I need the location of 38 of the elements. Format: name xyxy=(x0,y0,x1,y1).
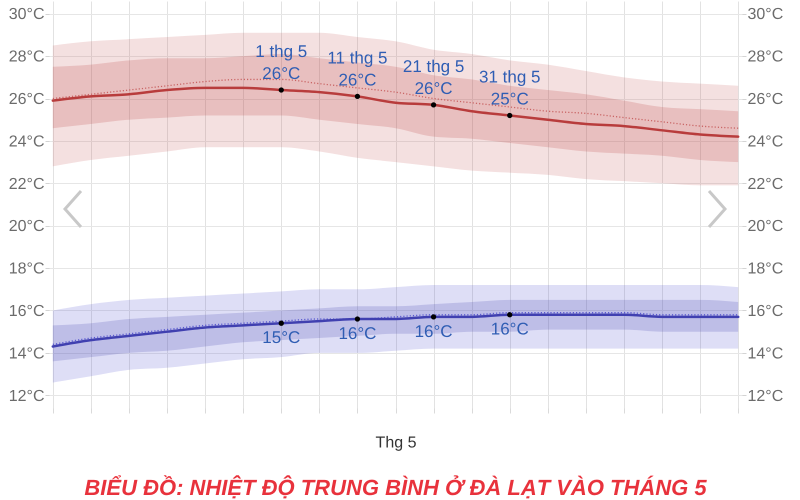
point xyxy=(430,102,436,108)
y2-tick-label: 22°C xyxy=(748,176,784,193)
y2-tick-label: 12°C xyxy=(748,388,784,405)
point xyxy=(354,94,360,100)
y-tick-label: 20°C xyxy=(8,218,44,236)
y-tick-label: 22°C xyxy=(8,176,44,193)
y-tick-label: 24°C xyxy=(8,133,44,150)
data-label: 31 thg 5 25°C xyxy=(479,67,540,108)
y2-tick-label: 16°C xyxy=(748,302,784,320)
data-label: 16°C xyxy=(338,324,376,343)
y-tick-label: 16°C xyxy=(8,302,44,320)
y2-tick-label: 26°C xyxy=(748,91,784,108)
point xyxy=(354,316,360,322)
point xyxy=(278,320,284,326)
y-tick-label: 28°C xyxy=(8,48,44,66)
data-label: 1 thg 5 26°C xyxy=(255,42,308,84)
y2-tick-label: 20°C xyxy=(748,218,784,236)
y2-tick-label: 30°C xyxy=(748,6,784,24)
text: BIỂU ĐỒ: NHIỆT ĐỘ TRUNG BÌNH Ở ĐÀ LẠT VÀO THÁNG 5 xyxy=(84,475,708,500)
y-tick-label: 18°C xyxy=(8,260,44,278)
y-tick-label: 14°C xyxy=(8,345,44,362)
data-label: 15°C xyxy=(262,328,300,348)
y-tick-label: 30°C xyxy=(8,6,44,24)
y-tick-label: 26°C xyxy=(8,91,44,108)
point xyxy=(278,87,284,93)
y2-tick-label: 24°C xyxy=(748,133,784,150)
y2-tick-label: 28°C xyxy=(748,48,784,66)
y-tick-label: 12°C xyxy=(8,388,44,405)
y2-tick-label: 14°C xyxy=(748,345,784,362)
data-label: 16°C xyxy=(490,320,529,339)
point xyxy=(507,112,512,118)
data-label: 21 thg 5 26°C xyxy=(402,56,464,98)
x-axis-title: Thg 5 xyxy=(376,434,417,452)
data-label: 11 thg 5 26°C xyxy=(327,48,388,90)
data-label: 16°C xyxy=(414,322,453,341)
y2-tick-label: 18°C xyxy=(748,260,784,278)
point xyxy=(507,312,512,318)
point xyxy=(430,314,436,320)
